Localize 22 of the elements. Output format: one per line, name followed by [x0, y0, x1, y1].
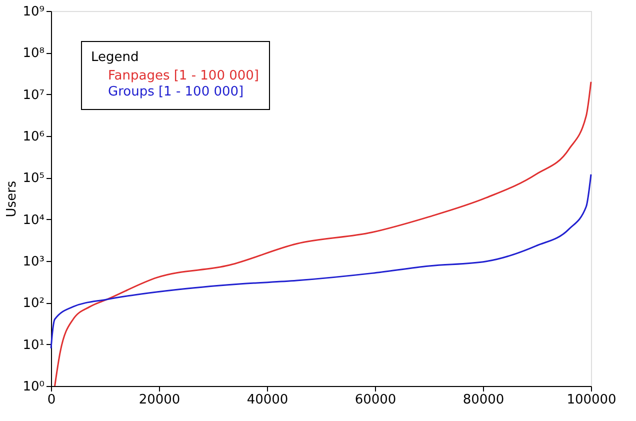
y-tick-label: 10³	[22, 254, 44, 270]
x-tick-label: 40000	[246, 392, 288, 408]
line-series	[54, 81, 592, 387]
x-tick-label: 80000	[462, 392, 504, 408]
text: Groups [1 - 100 000]	[108, 84, 244, 100]
y-tick-label: 10²	[22, 296, 44, 312]
y-tick-label: 10⁷	[22, 88, 44, 103]
y-tick-label: 10⁴	[22, 212, 44, 228]
y-tick-label: 10⁸	[22, 46, 44, 62]
x-tick-label: 20000	[138, 392, 180, 408]
x-tick-label: 60000	[354, 392, 396, 408]
y-axis-title: Users	[4, 180, 20, 218]
y-tick-label: 10⁵	[22, 171, 44, 186]
x-tick-label: 0	[47, 392, 56, 408]
line-series	[50, 174, 592, 350]
x-tick-label: 100000	[566, 392, 616, 408]
y-tick-label: 10⁹	[22, 4, 44, 20]
text: Fanpages [1 - 100 000]	[108, 68, 259, 84]
y-tick-label: 10⁰	[22, 380, 44, 394]
legend-title: Legend	[91, 50, 139, 65]
y-tick-label: 10⁶	[22, 130, 44, 144]
y-tick-label: 10¹	[22, 338, 44, 353]
